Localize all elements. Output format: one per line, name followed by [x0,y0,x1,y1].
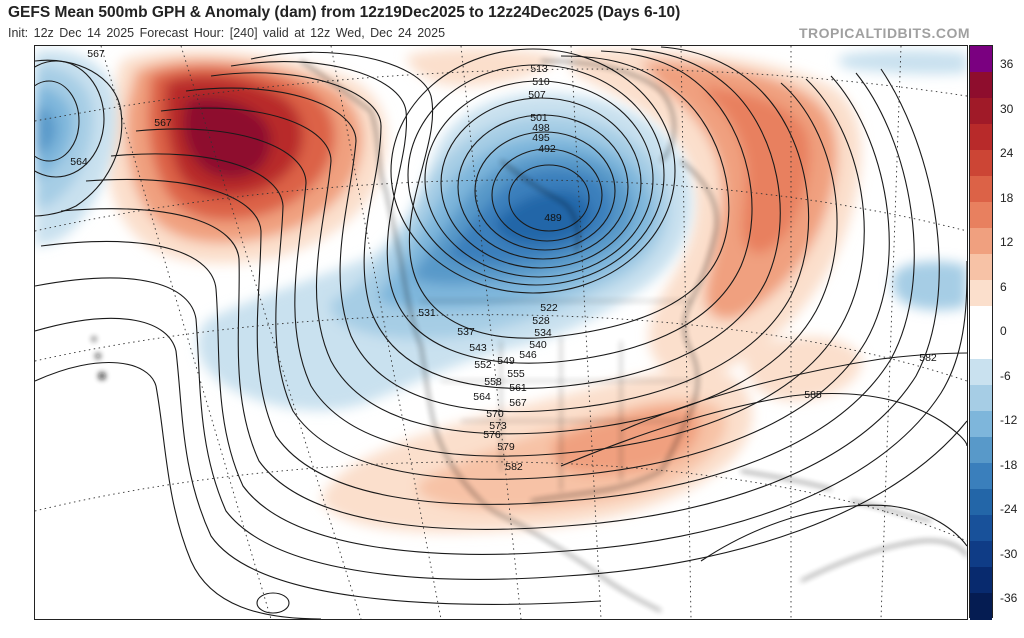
contour-label: 564 [473,391,491,403]
contour-label: 567 [87,48,105,60]
contour-label: 489 [544,212,562,224]
colorbar-segment [970,332,992,360]
colorbar-segment [970,280,992,308]
contour-label: 528 [532,315,550,327]
colorbar-segment [970,436,992,464]
contour-label: 549 [497,355,515,367]
colorbar-tick-label: 36 [1000,57,1014,71]
colorbar-segment [970,384,992,412]
contour-label: 567 [509,397,527,409]
colorbar-segment [970,306,992,334]
colorbar-tick-label: -12 [1000,413,1018,427]
colorbar-tick-label: -24 [1000,502,1018,516]
colorbar-tick-label: -6 [1000,368,1011,383]
contour-label: 531 [418,307,436,319]
anomaly-colorbar [969,45,993,620]
contour-label: 573 [489,420,507,432]
contour-label: 555 [507,368,525,380]
colorbar-tick-label: 6 [1000,279,1007,294]
contour-label: 522 [540,302,558,314]
contour-label: 576 [483,429,501,441]
colorbar-tick-label: 0 [1000,324,1007,338]
colorbar-tick-label: -36 [1000,591,1018,605]
brand-watermark: TROPICALTIDBITS.COM [798,25,970,41]
colorbar-tick-label: 30 [1000,101,1014,116]
contour-label: 537 [457,326,475,338]
contour-label: 534 [534,327,552,339]
contour-label: 498 [532,122,550,134]
colorbar-tick-label: -30 [1000,546,1018,561]
contour-label: 540 [529,339,547,351]
graticule [35,46,967,619]
contour-label: 585 [804,389,822,401]
colorbar-segment [970,410,992,438]
coastlines [91,60,967,612]
contour-label: 543 [469,342,487,354]
map-subtitle: Init: 12z Dec 14 2025 Forecast Hour: [24… [8,26,446,40]
colorbar-segment [970,358,992,386]
colorbar-segment [970,124,992,152]
colorbar-segment [970,150,992,178]
contour-label: 582 [505,461,523,473]
colorbar-segment [970,98,992,126]
contour-label: 561 [509,382,527,394]
colorbar-segment [970,176,992,204]
contour-label: 564 [70,156,88,168]
contour-label: 582 [919,352,937,364]
colorbar-segment [970,228,992,256]
colorbar-segment [970,488,992,516]
contour-label: 492 [538,143,556,155]
contour-label: 552 [474,359,492,371]
map-title: GEFS Mean 500mb GPH & Anomaly (dam) from… [8,4,681,21]
contour-label: 546 [519,349,537,361]
contour-label: 567 [154,117,172,129]
colorbar-segment [970,566,992,594]
colorbar-segment [970,46,992,73]
colorbar-segment [970,592,992,620]
map-panel: 567 567 564 513 510 507 501 498 495 492 489 531 537 5… [34,45,968,620]
colorbar-tick-label: 12 [1000,235,1014,249]
contour-label: 507 [528,89,546,101]
contour-label: 501 [530,112,548,124]
colorbar-segment [970,462,992,490]
colorbar-segment [970,254,992,282]
colorbar-segment [970,514,992,542]
colorbar-tick-label: 24 [1000,146,1014,160]
contour-label: 495 [532,132,550,144]
contour-label: 558 [484,376,502,388]
colorbar-segment [970,202,992,230]
colorbar-tick-label: -18 [1000,457,1018,472]
contour-label: 579 [497,441,515,453]
contour-label: 513 [530,63,548,75]
height-contours [35,46,967,619]
contour-label: 510 [532,76,550,88]
colorbar-tick-label: 18 [1000,190,1014,205]
contour-label: 570 [486,408,504,420]
colorbar-segment [970,540,992,568]
colorbar-segment [970,72,992,100]
